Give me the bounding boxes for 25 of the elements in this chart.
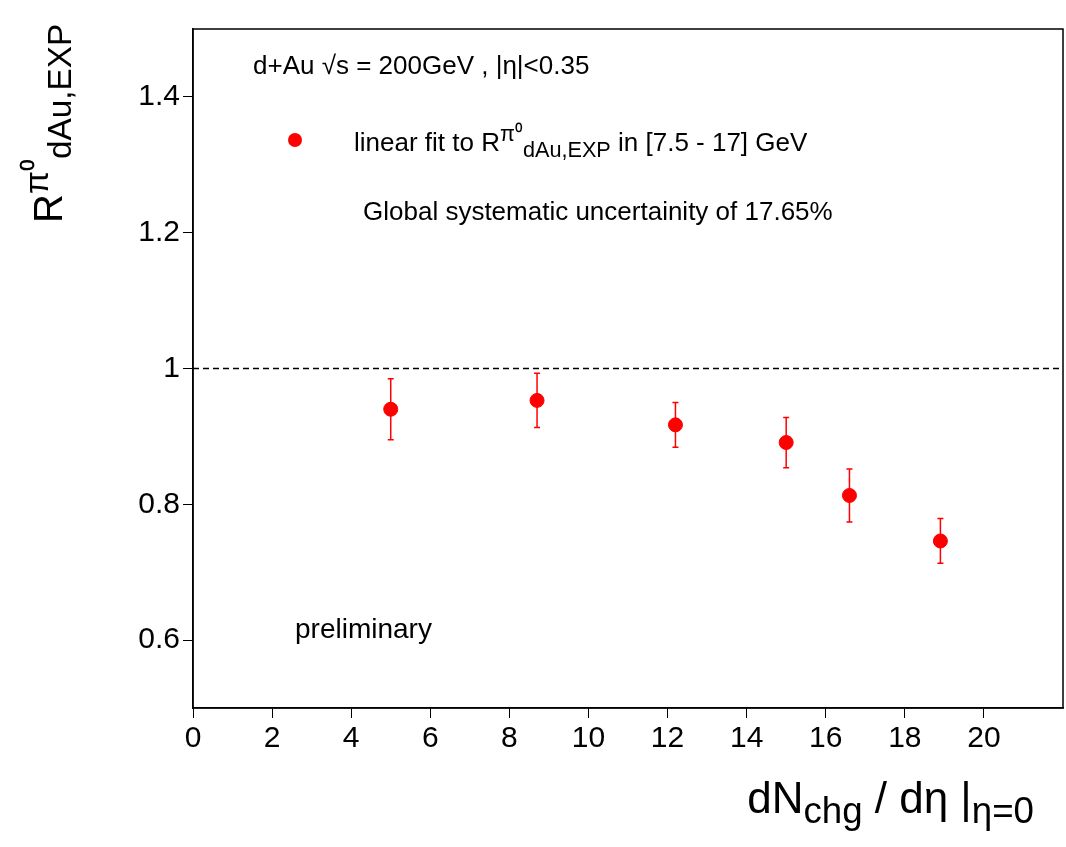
y-tick-label: 0.6 bbox=[138, 621, 180, 655]
x-tick-label: 10 bbox=[571, 720, 606, 754]
x-tick-label: 2 bbox=[263, 720, 281, 754]
point bbox=[383, 401, 399, 417]
legend-label: linear fit to R$^{π⁰}$$_{dAu,EXP}$ in [7.5 - 17] GeV bbox=[354, 120, 808, 163]
x-tick-label: 12 bbox=[650, 720, 685, 754]
point bbox=[932, 533, 948, 549]
x-tick-label: 8 bbox=[501, 720, 518, 754]
annotation: Global systematic uncertainity of 17.65% bbox=[363, 196, 833, 227]
x-tick-label: 6 bbox=[421, 720, 439, 754]
x-tick-label: 14 bbox=[729, 720, 764, 754]
x-tick-label: 18 bbox=[888, 720, 922, 754]
annotation: d+Au √s = 200GeV , |η|<0.35 bbox=[253, 50, 590, 81]
x-tick-label: 20 bbox=[967, 720, 1001, 754]
x-axis-title: dN$_{chg}$ / dη |$_{η=0}$ bbox=[747, 773, 1034, 832]
y-tick-label: 1.4 bbox=[138, 78, 180, 112]
x-tick-label: 0 bbox=[184, 720, 202, 754]
point bbox=[667, 417, 683, 433]
annotation: preliminary bbox=[295, 613, 432, 645]
y-tick-label: 1 bbox=[163, 349, 180, 383]
y-tick-label: 0.8 bbox=[138, 485, 180, 519]
y-tick-label: 1.2 bbox=[138, 213, 180, 247]
x-tick-label: 4 bbox=[342, 720, 360, 754]
point bbox=[841, 487, 857, 503]
x-tick-label: 16 bbox=[809, 720, 843, 754]
